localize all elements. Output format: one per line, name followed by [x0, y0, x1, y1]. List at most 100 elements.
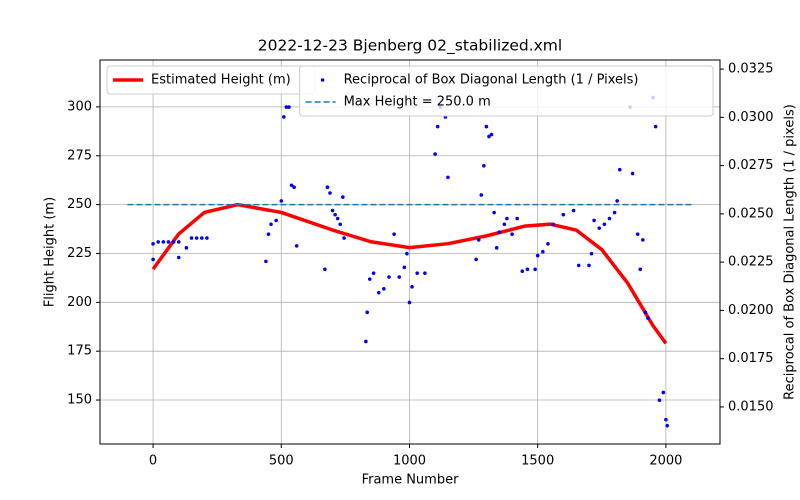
scatter-point: [376, 290, 381, 295]
scatter-point: [289, 183, 294, 188]
scatter-point: [612, 210, 617, 215]
scatter-point: [415, 271, 419, 275]
scatter-point: [484, 124, 489, 129]
axes: 0 500 1000 1500 2000 150 175 200 225 250 275 300 0.0…: [67, 62, 773, 469]
scatter-point: [551, 222, 555, 227]
scatter-point: [435, 124, 440, 129]
scatter-point: [502, 222, 507, 227]
scatter-point: [592, 218, 596, 223]
scatter-point: [597, 226, 602, 230]
scatter-point: [515, 216, 519, 221]
legend-label: Max Height = 250.0 m: [344, 95, 491, 110]
scatter-point: [269, 222, 273, 227]
scatter-point: [161, 240, 166, 244]
y2-tick-label: 0.0325: [728, 62, 774, 77]
scatter-point: [638, 267, 643, 272]
x-tick-label: 1000: [393, 454, 426, 469]
scatter-point: [266, 232, 271, 236]
scatter-point: [184, 246, 189, 250]
scatter-point: [410, 285, 414, 289]
scatter-point: [630, 171, 635, 176]
scatter-point: [489, 132, 494, 137]
scatter-point: [392, 232, 396, 236]
x-axis-label: Frame Number: [362, 473, 460, 488]
scatter-point: [510, 232, 514, 236]
scatter-point: [479, 193, 484, 197]
scatter-point: [433, 152, 437, 156]
scatter-point: [535, 253, 540, 258]
scatter-point: [646, 316, 650, 320]
y2-tick-label: 0.0175: [728, 351, 774, 366]
scatter-point: [151, 241, 155, 246]
scatter-point: [476, 238, 481, 242]
scatter-point: [571, 208, 576, 213]
scatter-point: [199, 236, 204, 240]
scatter-point: [330, 208, 335, 213]
scatter-point: [282, 115, 286, 119]
scatter-point: [279, 199, 284, 203]
scatter-point: [371, 271, 376, 275]
x-tick-label: 500: [269, 454, 294, 469]
scatter-point: [635, 232, 640, 236]
scatter-point: [405, 251, 409, 256]
x-tick-label: 1500: [521, 454, 554, 469]
scatter-point: [587, 263, 591, 268]
scatter-point: [166, 240, 171, 244]
scatter-point: [617, 167, 622, 172]
scatter-point: [284, 105, 289, 109]
plot-area: [127, 95, 692, 428]
legend-box: [299, 65, 714, 117]
line-series: [151, 202, 668, 345]
scatter-point: [482, 163, 486, 168]
scatter-point: [615, 199, 619, 203]
scatter-point: [541, 249, 545, 254]
scatter-point: [561, 212, 566, 217]
y-tick-label: 175: [67, 344, 92, 359]
scatter-point: [292, 185, 296, 190]
scatter-point: [151, 257, 155, 262]
scatter-point: [367, 277, 372, 281]
y2-tick-label: 0.0300: [728, 110, 774, 125]
scatter-point: [492, 210, 496, 215]
scatter-point: [664, 417, 668, 422]
scatter-point: [156, 240, 161, 244]
scatter-point: [189, 236, 194, 240]
scatter-point: [365, 310, 369, 315]
scatter-point: [205, 236, 209, 240]
axes-frame: [99, 59, 721, 445]
x-tick-label: 2000: [649, 454, 682, 469]
y2-tick-label: 0.0225: [728, 255, 774, 270]
scatter-point: [382, 286, 386, 291]
scatter-point: [342, 236, 346, 240]
scatter-point: [397, 275, 402, 279]
scatter-point: [505, 216, 509, 221]
scatter-point: [274, 218, 278, 223]
scatter-point: [294, 244, 299, 248]
scatter-point: [387, 275, 391, 279]
scatter-point: [641, 238, 645, 242]
scatter-point: [602, 222, 607, 227]
scatter-point: [171, 240, 176, 244]
y-tick-label: 275: [67, 148, 92, 163]
scatter-point: [364, 339, 368, 344]
y2-tick-label: 0.0200: [728, 303, 774, 318]
scatter-point: [423, 271, 427, 275]
scatter-point: [474, 257, 478, 262]
scatter-point: [643, 310, 648, 315]
scatter-point: [176, 240, 181, 244]
scatter-point: [338, 222, 343, 227]
scatter-point: [657, 398, 662, 402]
scatter-point: [333, 212, 337, 217]
y-tick-label: 300: [67, 99, 92, 114]
scatter-point: [487, 134, 491, 139]
scatter-point: [607, 216, 612, 221]
scatter-point: [341, 195, 345, 199]
y-tick-label: 225: [67, 246, 92, 261]
scatter-point: [176, 255, 181, 260]
legend-label: Estimated Height (m): [151, 73, 291, 88]
scatter-point: [546, 241, 550, 246]
legends: Estimated Height (m) Reciprocal of Box Di…: [106, 65, 714, 117]
scatter-point: [323, 267, 327, 272]
chart-title: 2022-12-23 Bjenberg 02_stabilized.xml: [258, 37, 562, 56]
